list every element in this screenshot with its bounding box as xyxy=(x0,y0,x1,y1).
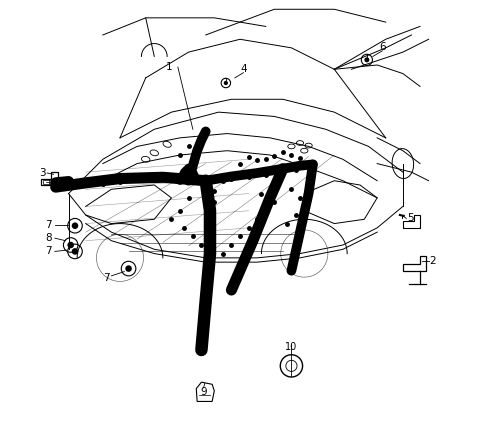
Circle shape xyxy=(72,222,78,229)
Text: 1: 1 xyxy=(166,62,173,72)
Text: 6: 6 xyxy=(379,42,385,52)
Text: 10: 10 xyxy=(285,341,298,352)
Circle shape xyxy=(67,242,74,248)
Bar xyxy=(43,180,52,184)
Circle shape xyxy=(224,81,228,85)
Circle shape xyxy=(72,248,78,255)
Circle shape xyxy=(125,265,132,272)
Text: 7: 7 xyxy=(45,220,52,230)
Text: 7: 7 xyxy=(45,246,52,256)
Text: 4: 4 xyxy=(240,64,247,74)
Circle shape xyxy=(364,57,370,62)
Text: 7: 7 xyxy=(103,273,109,283)
Text: 3: 3 xyxy=(39,168,45,178)
Text: 5: 5 xyxy=(407,213,414,224)
Text: 2: 2 xyxy=(430,256,436,266)
Text: 8: 8 xyxy=(45,233,52,243)
Text: 9: 9 xyxy=(200,387,207,396)
